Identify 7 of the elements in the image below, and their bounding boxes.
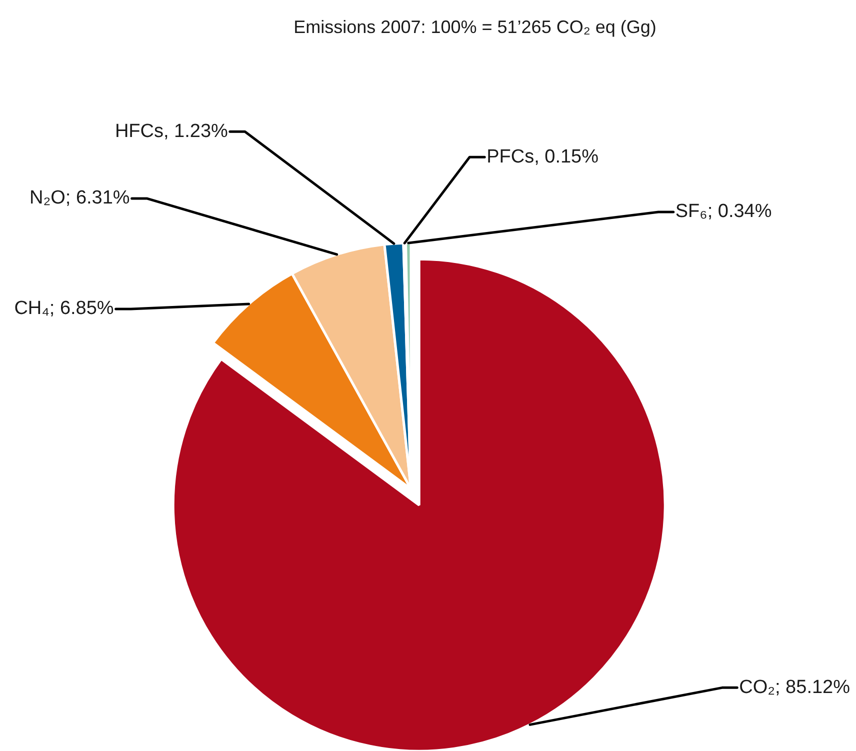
chart-title: Emissions 2007: 100% = 51’265 CO₂ eq (Gg): [294, 17, 656, 38]
slice-label: CO₂; 85.12%: [739, 676, 850, 698]
slice-label: N₂O; 6.31%: [30, 188, 130, 209]
slice-label: SF₆; 0.34%: [675, 201, 772, 222]
slice-label: HFCs, 1.23%: [114, 120, 228, 142]
slice-label: PFCs, 0.15%: [486, 146, 599, 168]
slice-label: CH₄; 6.85%: [14, 298, 114, 320]
